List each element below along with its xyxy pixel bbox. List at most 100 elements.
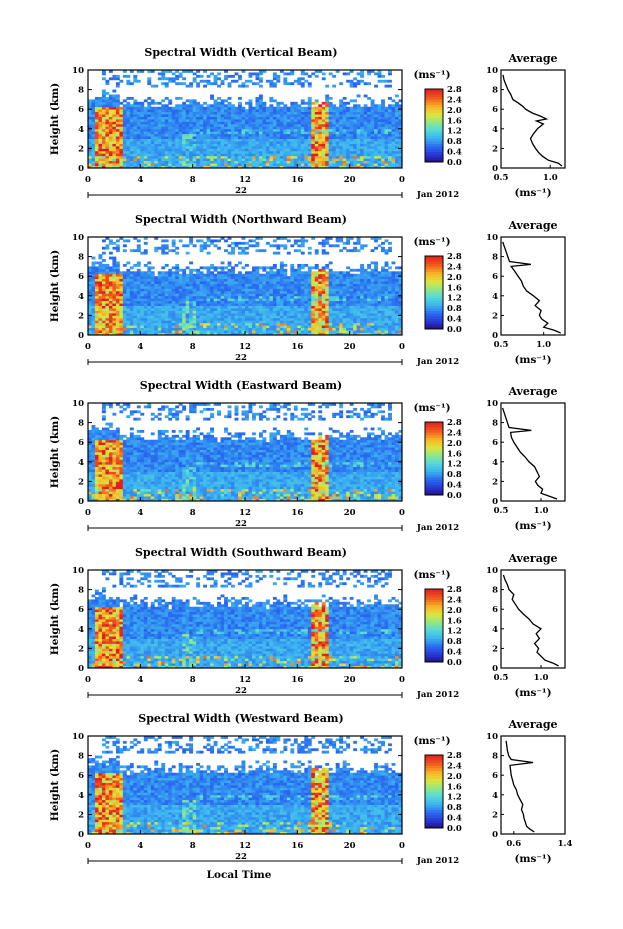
heatmap-cell bbox=[98, 121, 102, 124]
heatmap-cell bbox=[224, 151, 228, 154]
heatmap-cell bbox=[276, 129, 280, 132]
heatmap-cell bbox=[224, 286, 228, 289]
heatmap-cell bbox=[315, 148, 319, 151]
heatmap-cell bbox=[95, 129, 99, 132]
heatmap-cell bbox=[385, 124, 389, 127]
heatmap-cell bbox=[248, 72, 252, 75]
heatmap-cell bbox=[224, 156, 228, 159]
heatmap-cell bbox=[259, 95, 263, 98]
heatmap-cell bbox=[231, 107, 235, 110]
heatmap-cell bbox=[140, 276, 144, 279]
heatmap-cell bbox=[193, 323, 197, 326]
heatmap-cell bbox=[381, 119, 385, 122]
heatmap-cell bbox=[221, 330, 225, 333]
heatmap-cell bbox=[283, 107, 287, 110]
heatmap-cell bbox=[311, 141, 315, 144]
heatmap-cell bbox=[210, 117, 214, 120]
heatmap-cell bbox=[140, 131, 144, 134]
heatmap-cell bbox=[193, 107, 197, 110]
heatmap-cell bbox=[273, 121, 277, 124]
heatmap-cell bbox=[116, 144, 120, 147]
heatmap-cell bbox=[119, 271, 123, 274]
heatmap-cell bbox=[116, 244, 120, 247]
heatmap-cell bbox=[217, 330, 221, 333]
heatmap-cell bbox=[102, 161, 106, 164]
heatmap-cell bbox=[182, 318, 186, 321]
heatmap-cell bbox=[168, 153, 172, 156]
heatmap-cell bbox=[210, 323, 214, 326]
heatmap-cell bbox=[248, 117, 252, 120]
heatmap-cell bbox=[182, 286, 186, 289]
heatmap-cell bbox=[235, 264, 239, 267]
heatmap-cell bbox=[130, 313, 134, 316]
heatmap-cell bbox=[343, 72, 347, 75]
heatmap-cell bbox=[175, 134, 179, 137]
heatmap-cell bbox=[137, 313, 141, 316]
heatmap-cell bbox=[371, 148, 375, 151]
heatmap-cell bbox=[301, 151, 305, 154]
heatmap-cell bbox=[147, 328, 151, 331]
heatmap-cell bbox=[175, 129, 179, 132]
heatmap-cell bbox=[304, 102, 308, 105]
heatmap-cell bbox=[203, 281, 207, 284]
heatmap-cell bbox=[378, 153, 382, 156]
heatmap-cell bbox=[165, 303, 169, 306]
heatmap-cell bbox=[130, 112, 134, 115]
heatmap-cell bbox=[210, 141, 214, 144]
heatmap-cell bbox=[137, 131, 141, 134]
heatmap-cell bbox=[360, 161, 364, 164]
heatmap-cell bbox=[290, 153, 294, 156]
heatmap-cell bbox=[308, 117, 312, 120]
heatmap-cell bbox=[151, 161, 155, 164]
heatmap-cell bbox=[346, 109, 350, 112]
heatmap-cell bbox=[339, 114, 343, 117]
heatmap-cell bbox=[130, 303, 134, 306]
heatmap-cell bbox=[360, 163, 364, 166]
heatmap-cell bbox=[325, 136, 329, 139]
heatmap-cell bbox=[186, 286, 190, 289]
heatmap-cell bbox=[259, 134, 263, 137]
heatmap-cell bbox=[228, 148, 232, 151]
heatmap-cell bbox=[374, 104, 378, 107]
heatmap-cell bbox=[147, 97, 151, 100]
heatmap-cell bbox=[343, 151, 347, 154]
heatmap-cell bbox=[196, 291, 200, 294]
heatmap-cell bbox=[273, 114, 277, 117]
heatmap-cell bbox=[130, 320, 134, 323]
heatmap-cell bbox=[126, 318, 130, 321]
heatmap-cell bbox=[109, 306, 113, 309]
heatmap-cell bbox=[224, 291, 228, 294]
heatmap-cell bbox=[123, 107, 127, 110]
heatmap-cell bbox=[245, 114, 249, 117]
heatmap-cell bbox=[98, 151, 102, 154]
heatmap-cell bbox=[98, 262, 102, 265]
heatmap-cell bbox=[325, 109, 329, 112]
heatmap-cell bbox=[207, 141, 211, 144]
heatmap-cell bbox=[339, 109, 343, 112]
heatmap-cell bbox=[98, 161, 102, 164]
heatmap-cell bbox=[242, 144, 246, 147]
heatmap-cell bbox=[367, 139, 371, 142]
heatmap-cell bbox=[269, 114, 273, 117]
heatmap-cell bbox=[105, 107, 109, 110]
heatmap-cell bbox=[311, 112, 315, 115]
heatmap-cell bbox=[294, 126, 298, 129]
heatmap-cell bbox=[172, 109, 176, 112]
heatmap-cell bbox=[165, 112, 169, 115]
heatmap-cell bbox=[130, 146, 134, 149]
heatmap-cell bbox=[175, 109, 179, 112]
heatmap-cell bbox=[367, 131, 371, 134]
heatmap-cell bbox=[116, 163, 120, 166]
heatmap-cell bbox=[112, 325, 116, 328]
heatmap-cell bbox=[165, 131, 169, 134]
colorbar-segment bbox=[425, 115, 443, 118]
heatmap-cell bbox=[189, 301, 193, 304]
heatmap-cell bbox=[360, 151, 364, 154]
heatmap-cell bbox=[224, 139, 228, 142]
heatmap-cell bbox=[123, 264, 127, 267]
heatmap-cell bbox=[154, 124, 158, 127]
heatmap-cell bbox=[126, 97, 130, 100]
heatmap-cell bbox=[154, 117, 158, 120]
heatmap-cell bbox=[102, 141, 106, 144]
heatmap-cell bbox=[224, 112, 228, 115]
